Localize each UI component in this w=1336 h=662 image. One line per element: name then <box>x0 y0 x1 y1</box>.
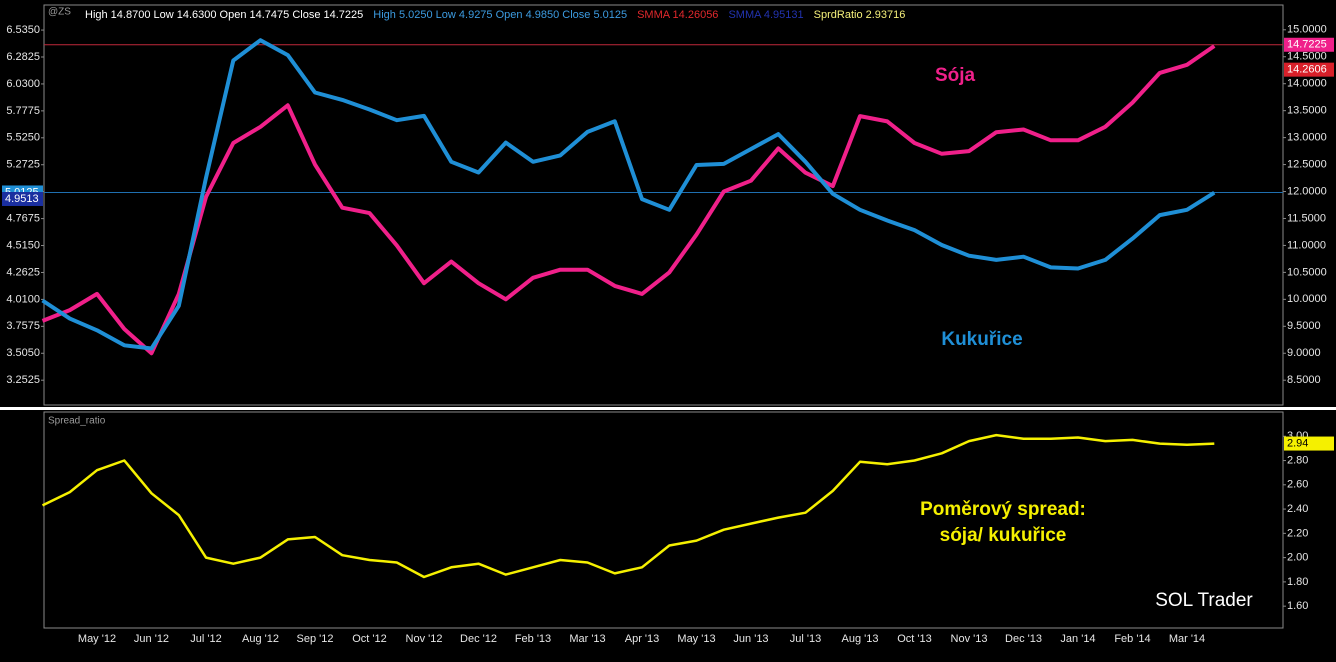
x-tick-label: Feb '13 <box>515 633 551 645</box>
y-tick-label: 14.0000 <box>1287 78 1327 90</box>
price-box <box>1284 436 1334 451</box>
annotation: sója/ kukuřice <box>940 525 1067 546</box>
y-tick-label: 12.0000 <box>1287 185 1327 197</box>
series-label: Sója <box>935 65 976 86</box>
price-label: 14.7225 <box>1287 39 1327 51</box>
y-tick-label: 8.5000 <box>1287 374 1321 386</box>
y-tick-label: 15.0000 <box>1287 24 1327 36</box>
x-tick-label: Feb '14 <box>1114 633 1150 645</box>
x-tick-label: Aug '13 <box>842 633 879 645</box>
x-tick-label: Jan '14 <box>1060 633 1095 645</box>
x-tick-label: Nov '13 <box>951 633 988 645</box>
x-tick-label: May '12 <box>78 633 116 645</box>
x-tick-label: Jun '12 <box>134 633 169 645</box>
x-tick-label: Mar '13 <box>569 633 605 645</box>
x-tick-label: Jun '13 <box>733 633 768 645</box>
y-tick-label: 6.2825 <box>6 51 40 63</box>
y-tick-label: 3.5050 <box>6 347 40 359</box>
price-box <box>2 191 43 206</box>
y-tick-label: 13.0000 <box>1287 132 1327 144</box>
annotation: Poměrový spread: <box>920 499 1086 520</box>
series-label: Kukuřice <box>941 329 1022 350</box>
annotation: SOL Trader <box>1155 590 1253 611</box>
price-label: 14.2606 <box>1287 64 1327 76</box>
series-line <box>41 38 1216 351</box>
y-tick-label: 12.5000 <box>1287 158 1327 170</box>
y-tick-label: 14.5000 <box>1287 51 1327 63</box>
y-tick-label: 4.7675 <box>6 213 40 225</box>
y-tick-label: 9.5000 <box>1287 320 1321 332</box>
y-tick-label: 2.60 <box>1287 479 1308 491</box>
x-tick-label: May '13 <box>677 633 715 645</box>
y-tick-label: 6.0300 <box>6 78 40 90</box>
x-tick-label: Dec '13 <box>1005 633 1042 645</box>
x-tick-label: Sep '12 <box>297 633 334 645</box>
y-tick-label: 1.80 <box>1287 576 1308 588</box>
y-tick-label: 4.5150 <box>6 239 40 251</box>
y-tick-label: 13.5000 <box>1287 105 1327 117</box>
price-label: 2.94 <box>1287 437 1308 449</box>
x-tick-label: Jul '12 <box>190 633 221 645</box>
y-tick-label: 9.0000 <box>1287 347 1321 359</box>
y-tick-label: 4.2625 <box>6 266 40 278</box>
header-item: High 5.0250 Low 4.9275 Open 4.9850 Close… <box>373 9 627 21</box>
y-tick-label: 10.0000 <box>1287 293 1327 305</box>
header-item: High 14.8700 Low 14.6300 Open 14.7475 Cl… <box>85 9 363 21</box>
series-line <box>41 433 1215 579</box>
price-label: 4.9513 <box>5 193 39 205</box>
panel-title: Spread_ratio <box>48 416 106 427</box>
y-tick-label: 2.00 <box>1287 552 1308 564</box>
x-tick-label: Aug '12 <box>242 633 279 645</box>
x-tick-label: Apr '13 <box>625 633 660 645</box>
price-box <box>1284 62 1334 77</box>
header-item: SMMA 14.26056 <box>637 9 718 21</box>
y-tick-label: 4.0100 <box>6 293 40 305</box>
y-tick-label: 2.80 <box>1287 454 1308 466</box>
y-tick-label: 6.5350 <box>6 24 40 36</box>
series-line <box>41 44 1216 356</box>
x-tick-label: Jul '13 <box>790 633 821 645</box>
y-tick-label: 5.7775 <box>6 105 40 117</box>
header-item: SprdRatio 2.93716 <box>814 9 906 21</box>
header-item: SMMA 4.95131 <box>728 9 803 21</box>
y-tick-label: 10.5000 <box>1287 266 1327 278</box>
x-tick-label: Oct '13 <box>897 633 932 645</box>
y-tick-label: 2.20 <box>1287 527 1308 539</box>
x-tick-label: Nov '12 <box>406 633 443 645</box>
y-tick-label: 2.40 <box>1287 503 1308 515</box>
x-tick-label: Dec '12 <box>460 633 497 645</box>
y-tick-label: 5.5250 <box>6 132 40 144</box>
x-tick-label: Oct '12 <box>352 633 387 645</box>
y-tick-label: 11.5000 <box>1287 212 1326 224</box>
symbol: @ZS <box>48 7 71 18</box>
y-tick-label: 3.2525 <box>6 374 40 386</box>
y-tick-label: 5.2725 <box>6 159 40 171</box>
upper-panel <box>43 4 1284 406</box>
header: High 14.8700 Low 14.6300 Open 14.7475 Cl… <box>85 9 905 21</box>
price-box <box>1284 37 1334 52</box>
y-tick-label: 3.7575 <box>6 320 40 332</box>
lower-panel <box>43 411 1284 629</box>
x-tick-label: Mar '14 <box>1169 633 1205 645</box>
y-tick-label: 1.60 <box>1287 600 1308 612</box>
y-tick-label: 11.0000 <box>1287 239 1326 251</box>
